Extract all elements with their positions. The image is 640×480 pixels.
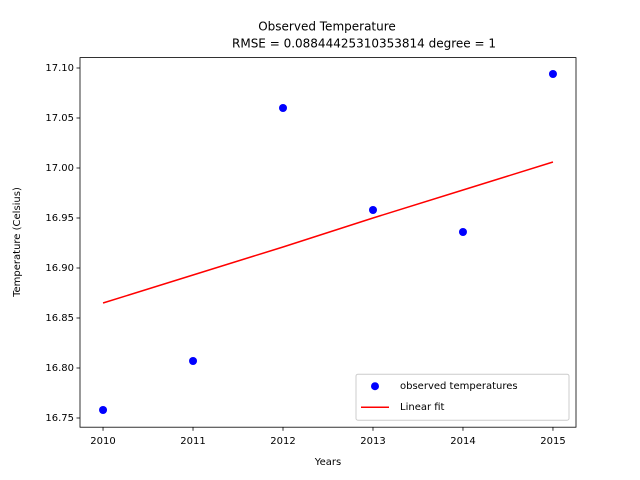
fit-line: [102, 161, 554, 304]
x-axis-label: Years: [314, 457, 341, 468]
data-point: [458, 228, 467, 236]
legend-box: [355, 373, 570, 421]
legend-label: observed temperatures: [400, 381, 518, 392]
data-point: [548, 70, 557, 78]
y-tick-label: 17.10: [45, 63, 74, 74]
y-tick-label: 17.00: [45, 163, 74, 174]
x-tick-label: 2012: [270, 436, 295, 447]
data-point: [279, 104, 288, 112]
y-tick-label: 16.90: [45, 263, 74, 274]
data-point: [189, 357, 198, 365]
chart-title: Observed Temperature: [258, 20, 396, 34]
data-point: [368, 206, 377, 214]
y-tick-label: 16.95: [45, 213, 74, 224]
x-tick-label: 2011: [180, 436, 205, 447]
chart-subtitle: RMSE = 0.08844425310353814 degree = 1: [232, 37, 496, 51]
y-tick-label: 16.75: [45, 413, 74, 424]
x-tick-label: 2015: [540, 436, 565, 447]
x-tick-label: 2013: [360, 436, 385, 447]
x-tick-label: 2010: [90, 436, 115, 447]
axes-frame: [79, 57, 577, 428]
x-tick-label: 2014: [450, 436, 475, 447]
data-point: [99, 406, 108, 414]
y-tick-label: 16.80: [45, 363, 74, 374]
y-axis-label: Temperature (Celsius): [12, 187, 23, 298]
y-tick-label: 16.85: [45, 313, 74, 324]
y-tick-label: 17.05: [45, 113, 74, 124]
legend-label: Linear fit: [400, 402, 445, 413]
legend-marker: [371, 382, 379, 391]
